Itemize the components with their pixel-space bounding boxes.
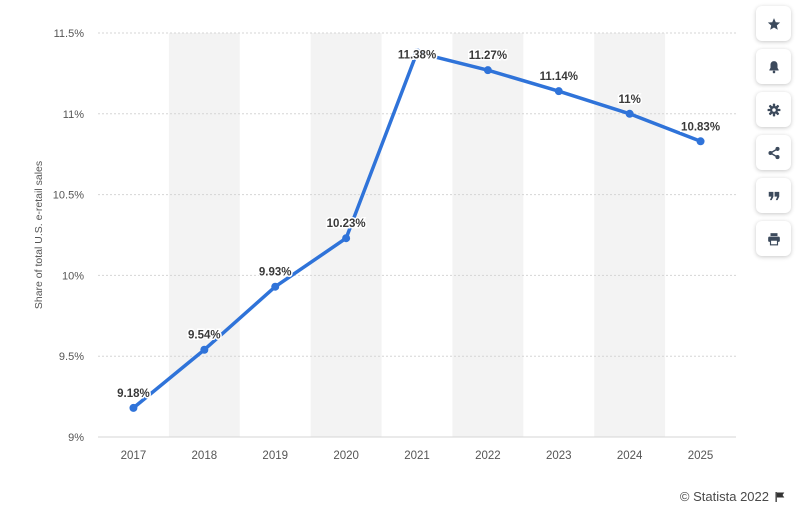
x-tick-label: 2021 — [404, 450, 430, 462]
x-tick-label: 2017 — [121, 450, 147, 462]
y-axis-label: Share of total U.S. e-retail sales — [33, 161, 45, 309]
data-label: 10.83% — [681, 121, 720, 133]
data-point — [554, 87, 563, 96]
data-label: 11.14% — [540, 71, 578, 83]
cite-button[interactable] — [756, 178, 791, 213]
y-tick-label: 11% — [63, 109, 84, 121]
share-icon — [767, 146, 780, 159]
credit-link[interactable]: © Statista 2022 — [679, 489, 769, 504]
gear-icon — [767, 103, 780, 116]
data-point — [200, 345, 209, 354]
data-point — [342, 234, 351, 243]
data-label: 11.38% — [398, 49, 436, 61]
data-label: 10.23% — [327, 218, 366, 230]
print-icon — [767, 232, 780, 245]
y-tick-label: 10% — [62, 270, 84, 282]
x-tick-label: 2022 — [475, 450, 501, 462]
column-band — [168, 33, 240, 437]
data-point — [625, 109, 634, 118]
data-point — [696, 137, 705, 146]
x-tick-label: 2019 — [262, 450, 288, 462]
y-tick-label: 11.5% — [54, 28, 85, 40]
print-button[interactable] — [756, 221, 791, 256]
x-axis-ticks: 2017 2018 2019 2020 2021 2022 2023 2024 2025 — [121, 450, 714, 462]
flag-icon[interactable] — [774, 491, 786, 503]
data-label: 9.93% — [259, 267, 292, 279]
y-tick-label: 10.5% — [53, 190, 84, 202]
statista-credit: © Statista 2022 — [680, 489, 786, 504]
quote-icon — [768, 191, 779, 200]
notification-button[interactable] — [756, 49, 791, 84]
x-tick-label: 2024 — [617, 450, 643, 462]
data-label: 11% — [618, 94, 640, 106]
bell-icon — [768, 60, 779, 73]
x-tick-label: 2018 — [192, 450, 218, 462]
x-tick-label: 2020 — [333, 450, 359, 462]
data-label: 9.18% — [117, 388, 150, 400]
x-tick-label: 2023 — [546, 450, 572, 462]
settings-button[interactable] — [756, 92, 791, 127]
data-label: 11.27% — [469, 50, 507, 62]
data-point — [271, 282, 280, 291]
column-band — [594, 33, 666, 437]
data-point — [129, 403, 138, 412]
share-button[interactable] — [756, 135, 791, 170]
gridlines — [98, 32, 736, 438]
data-point — [483, 66, 492, 75]
x-tick-label: 2025 — [688, 450, 714, 462]
star-icon — [767, 17, 780, 30]
favorite-button[interactable] — [756, 6, 791, 41]
data-points — [129, 48, 705, 412]
data-label: 9.54% — [188, 330, 221, 342]
side-toolbar — [756, 6, 792, 256]
y-axis-ticks: 9% 9.5% 10% 10.5% 11% 11.5% — [53, 28, 84, 444]
data-labels: 9.18% 9.54% 9.93% 10.23% 11.38% 11.27% 11.14% 1… — [116, 48, 722, 402]
column-band — [452, 33, 524, 437]
y-tick-label: 9% — [68, 432, 84, 444]
y-tick-label: 9.5% — [59, 351, 84, 363]
column-bands — [168, 33, 666, 437]
data-point — [413, 48, 421, 57]
